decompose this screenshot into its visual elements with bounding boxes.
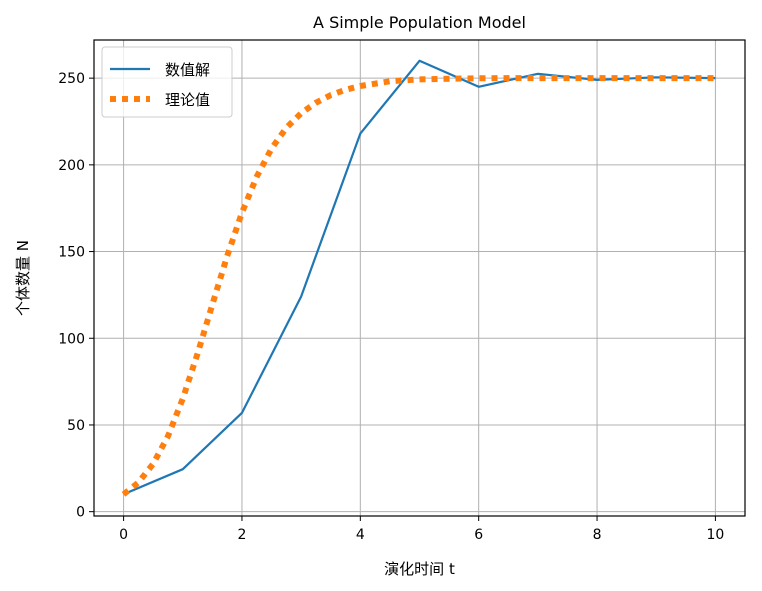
x-tick-label: 10	[706, 527, 724, 543]
grid	[94, 40, 745, 516]
plot-frame	[93, 39, 746, 517]
series-layer	[121, 59, 716, 497]
x-tick-label: 6	[474, 527, 483, 543]
y-tick-label: 200	[58, 158, 85, 174]
x-tick-label: 4	[356, 527, 365, 543]
legend: 数值解 理论值	[101, 46, 233, 118]
series-line-1	[121, 75, 716, 497]
y-tick-label: 150	[58, 245, 85, 261]
y-tick-label: 0	[76, 505, 85, 521]
y-axis-label: 个体数量 N	[14, 240, 32, 316]
legend-label-numerical: 数值解	[165, 61, 210, 79]
chart-title: A Simple Population Model	[313, 13, 526, 32]
y-tick-label: 100	[58, 331, 85, 347]
y-tick-label: 50	[67, 418, 85, 434]
x-axis-label: 演化时间 t	[384, 560, 455, 578]
y-tick-label: 250	[58, 71, 85, 87]
x-tick-label: 0	[119, 527, 128, 543]
x-tick-label: 2	[237, 527, 246, 543]
x-tick-label: 8	[593, 527, 602, 543]
legend-label-theoretical: 理论值	[165, 91, 210, 109]
